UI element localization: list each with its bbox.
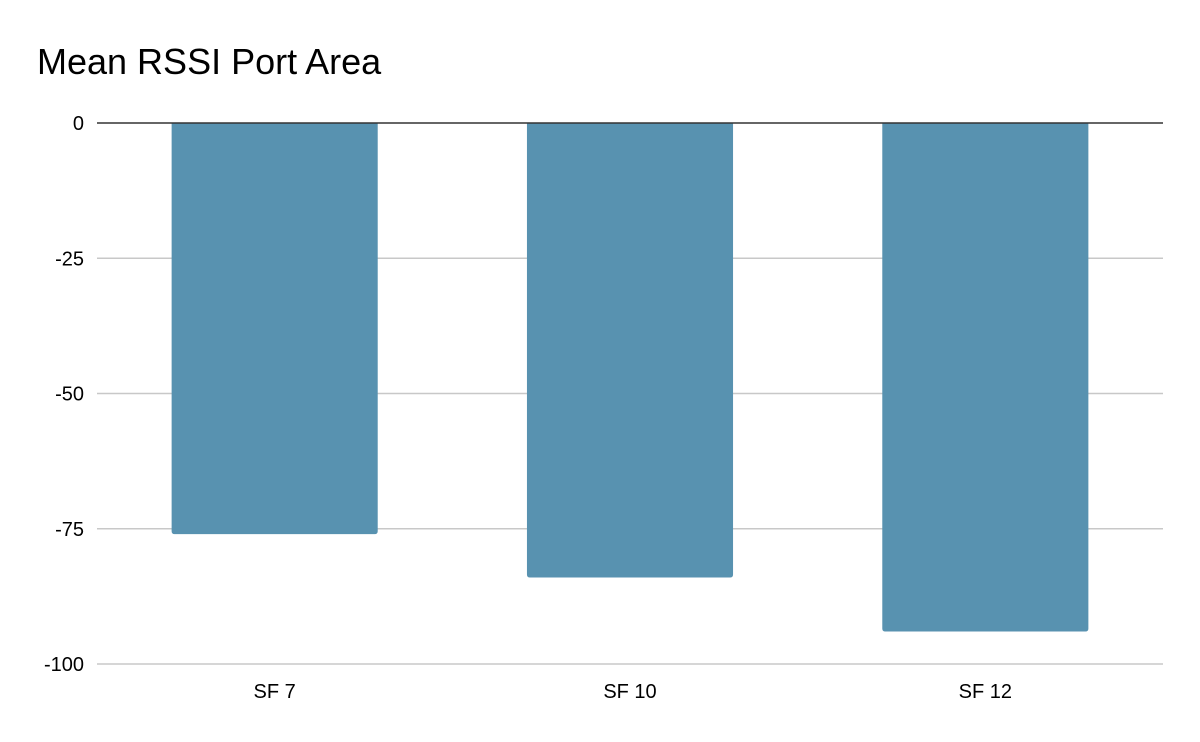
x-axis-tick-labels: SF 7 SF 10 SF 12 (254, 681, 1012, 703)
x-tick-label: SF 7 (254, 681, 296, 703)
y-tick-label: -50 (55, 384, 84, 406)
y-tick-label: -75 (55, 519, 84, 541)
x-tick-label: SF 10 (603, 681, 656, 703)
bar (882, 123, 1089, 632)
y-tick-label: 0 (73, 113, 84, 135)
bars (171, 123, 1089, 632)
y-tick-label: -25 (55, 248, 84, 270)
chart-title: Mean RSSI Port Area (37, 41, 382, 82)
bar (526, 123, 734, 578)
y-tick-label: -100 (44, 654, 84, 676)
x-tick-label: SF 12 (959, 681, 1012, 703)
bar (171, 123, 378, 535)
y-axis-tick-labels: 0 -25 -50 -75 -100 (44, 113, 84, 676)
